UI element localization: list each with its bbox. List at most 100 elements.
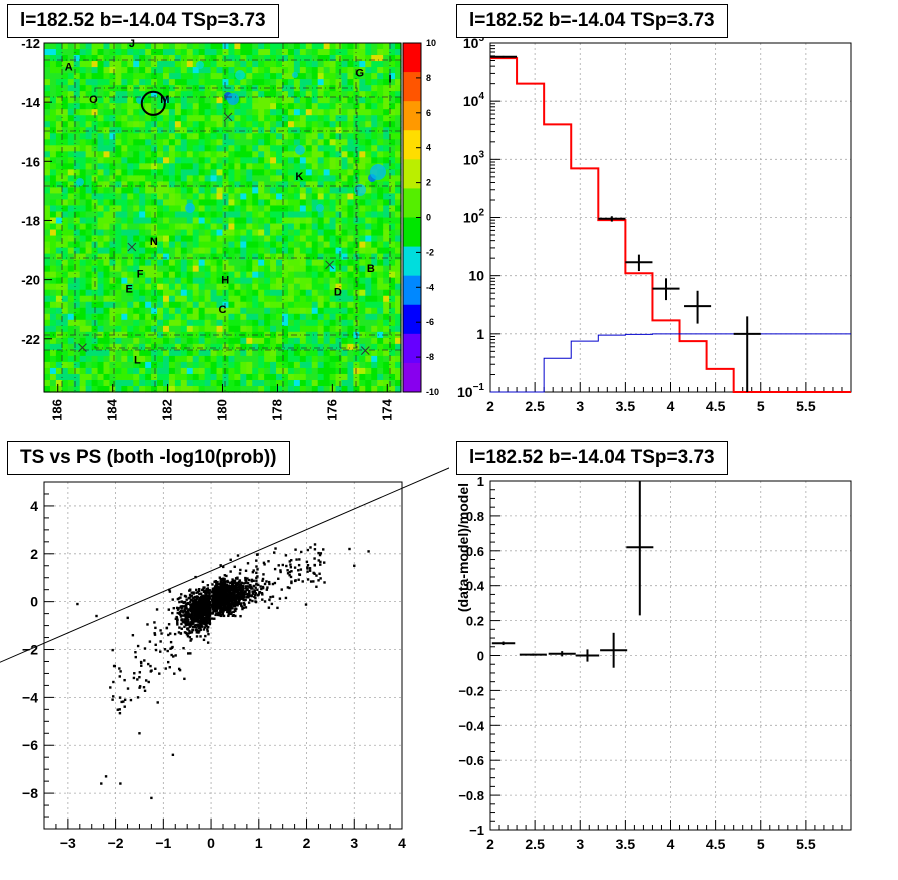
heatmap-cell <box>127 338 134 345</box>
heatmap-cell <box>133 224 140 231</box>
heatmap-cell <box>109 338 116 345</box>
heatmap-cell <box>145 278 152 285</box>
heatmap-cell <box>223 338 230 345</box>
heatmap-cell <box>205 55 212 62</box>
heatmap-cell <box>318 356 325 363</box>
heatmap-cell <box>359 284 366 291</box>
heatmap-cell <box>92 145 99 152</box>
heatmap-cell <box>86 344 93 351</box>
heatmap-cell <box>383 254 390 261</box>
heatmap-cell <box>270 218 277 225</box>
heatmap-cell <box>50 49 57 56</box>
heatmap-cell <box>246 49 253 56</box>
heatmap-cell <box>151 296 158 303</box>
heatmap-cell <box>240 157 247 164</box>
heatmap-cell <box>211 139 218 146</box>
heatmap-cell <box>246 73 253 80</box>
heatmap-cell <box>62 151 69 158</box>
heatmap-cell <box>157 242 164 249</box>
heatmap-cell <box>246 211 253 218</box>
heatmap-cell <box>258 61 265 68</box>
heatmap-cell <box>252 109 259 116</box>
heatmap-cell <box>187 85 194 92</box>
heatmap-cell <box>246 109 253 116</box>
heatmap-cell <box>377 157 384 164</box>
heatmap-cell <box>270 356 277 363</box>
heatmap-cell <box>163 290 170 297</box>
heatmap-cell <box>383 278 390 285</box>
heatmap-cell <box>234 145 241 152</box>
heatmap-cell <box>359 151 366 158</box>
heatmap-cell <box>115 145 122 152</box>
heatmap-cell <box>86 157 93 164</box>
heatmap-cell <box>306 260 313 267</box>
heatmap-cell <box>300 350 307 357</box>
heatmap-cell <box>240 61 247 68</box>
heatmap-cell <box>56 115 63 122</box>
heatmap-cell <box>324 344 331 351</box>
heatmap-cell <box>175 163 182 170</box>
scatter-point <box>173 607 175 609</box>
heatmap-cell <box>50 320 57 327</box>
heatmap-cell <box>258 218 265 225</box>
heatmap-cell <box>169 79 176 86</box>
heatmap-cell <box>276 308 283 315</box>
heatmap-cell <box>80 97 87 104</box>
heatmap-cell <box>169 205 176 212</box>
heatmap-cell <box>264 338 271 345</box>
heatmap-cell <box>44 193 51 200</box>
heatmap-cell <box>276 350 283 357</box>
heatmap-cell <box>294 230 301 237</box>
heatmap-cell <box>121 103 128 110</box>
heatmap-cell <box>74 61 81 68</box>
heatmap-cell <box>139 61 146 68</box>
heatmap-cell <box>252 181 259 188</box>
heatmap-cell <box>133 338 140 345</box>
heatmap-cell <box>145 350 152 357</box>
heatmap-cell <box>121 139 128 146</box>
heatmap-cell <box>157 368 164 375</box>
heatmap-cell <box>151 115 158 122</box>
heatmap-cell <box>240 356 247 363</box>
heatmap-cell <box>169 326 176 333</box>
heatmap-cell <box>228 151 235 158</box>
heatmap-cell <box>217 127 224 134</box>
heatmap-cell <box>127 133 134 140</box>
heatmap-cell <box>300 55 307 62</box>
heatmap-cell <box>157 362 164 369</box>
heatmap-cell <box>252 121 259 128</box>
heatmap-cell <box>359 115 366 122</box>
heatmap-cell <box>145 326 152 333</box>
heatmap-cell <box>377 296 384 303</box>
heatmap-cell <box>145 199 152 206</box>
heatmap-cell <box>217 320 224 327</box>
heatmap-cell <box>217 151 224 158</box>
heatmap-cell <box>56 73 63 80</box>
heatmap-cell <box>217 61 224 68</box>
heatmap-cell <box>330 338 337 345</box>
heatmap-cell <box>187 368 194 375</box>
heatmap-cell <box>258 284 265 291</box>
heatmap-cell <box>199 368 206 375</box>
colorbar-band <box>403 247 421 277</box>
heatmap-cell <box>223 344 230 351</box>
heatmap-cell <box>359 169 366 176</box>
heatmap-cell <box>294 326 301 333</box>
heatmap-cell <box>234 199 241 206</box>
heatmap-cell <box>377 115 384 122</box>
heatmap-cell <box>377 368 384 375</box>
heatmap-cell <box>264 380 271 387</box>
heatmap-cell <box>330 199 337 206</box>
heatmap-cell <box>157 79 164 86</box>
heatmap-cell <box>181 133 188 140</box>
heatmap-cell <box>270 260 277 267</box>
heatmap-cell <box>300 254 307 261</box>
heatmap-cell <box>377 254 384 261</box>
heatmap-cell <box>62 169 69 176</box>
heatmap-cell <box>50 73 57 80</box>
heatmap-cell <box>127 218 134 225</box>
heatmap-cell <box>294 374 301 381</box>
heatmap-cell <box>181 320 188 327</box>
heatmap-cell <box>104 254 111 261</box>
heatmap-cell <box>56 61 63 68</box>
